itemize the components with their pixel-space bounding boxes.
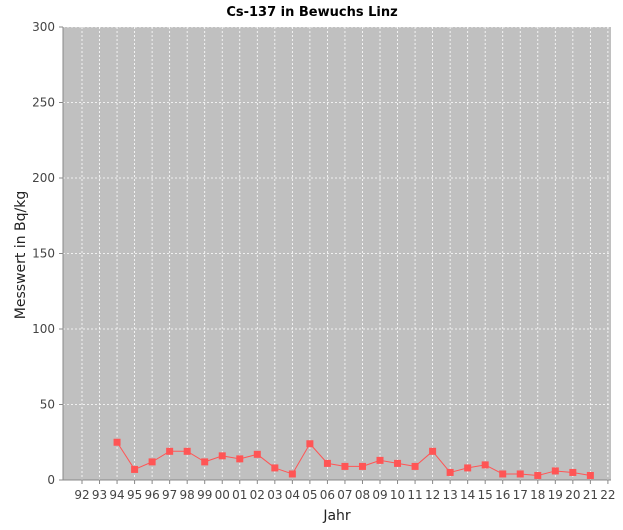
- x-tick-label: 18: [530, 488, 545, 502]
- data-point: [341, 462, 349, 470]
- axes: [59, 26, 611, 484]
- x-tick-label: 99: [197, 488, 212, 502]
- data-point: [358, 462, 366, 470]
- series-line-segment: [291, 443, 311, 475]
- y-tick-labels: 0 50 100 150 200 250 300: [32, 20, 55, 487]
- x-tick-label: 13: [442, 488, 457, 502]
- y-tick-label: 100: [32, 322, 55, 336]
- x-tick-label: 02: [250, 488, 265, 502]
- x-tick-labels: 92 93 94 95 96 97 98 99 00 01 02 03 04 05 06 07 08 09 10 11…: [74, 488, 615, 502]
- chart-title: Cs-137 in Bewuchs Linz: [226, 5, 397, 20]
- x-tick-label: 10: [390, 488, 405, 502]
- data-point: [516, 470, 524, 478]
- data-point: [183, 447, 191, 455]
- data-point: [306, 440, 314, 448]
- x-tick-label: 04: [285, 488, 300, 502]
- y-tick-label: 250: [32, 96, 55, 110]
- grid: [63, 26, 611, 480]
- data-point: [446, 468, 454, 476]
- x-tick-label: 17: [513, 488, 528, 502]
- data-point: [236, 455, 244, 463]
- x-tick-label: 19: [548, 488, 563, 502]
- y-tick-label: 50: [40, 398, 55, 412]
- x-tick-label: 06: [320, 488, 335, 502]
- y-tick-label: 300: [32, 20, 55, 34]
- x-tick-label: 08: [355, 488, 370, 502]
- y-tick-label: 200: [32, 171, 55, 185]
- data-point: [394, 459, 402, 467]
- data-point: [271, 464, 279, 472]
- data-point: [376, 456, 384, 464]
- data-point: [481, 461, 489, 469]
- x-tick-label: 07: [337, 488, 352, 502]
- x-tick-label: 11: [407, 488, 422, 502]
- data-point: [551, 467, 559, 475]
- data-point: [113, 438, 121, 446]
- x-tick-label: 95: [127, 488, 142, 502]
- x-tick-label: 20: [565, 488, 580, 502]
- x-tick-label: 01: [232, 488, 247, 502]
- data-point: [586, 471, 594, 479]
- x-tick-label: 16: [495, 488, 510, 502]
- data-point: [569, 468, 577, 476]
- data-series: [113, 438, 594, 479]
- x-tick-label: 00: [215, 488, 230, 502]
- series-line-segment: [116, 441, 136, 470]
- x-tick-label: 93: [92, 488, 107, 502]
- y-tick-label: 0: [47, 473, 55, 487]
- data-point: [166, 447, 174, 455]
- x-tick-label: 12: [425, 488, 440, 502]
- series-line-segment: [432, 450, 451, 473]
- y-tick-label: 150: [32, 247, 55, 261]
- x-tick-label: 92: [74, 488, 89, 502]
- x-tick-label: 15: [478, 488, 493, 502]
- data-point: [148, 458, 156, 466]
- x-tick-label: 96: [144, 488, 159, 502]
- data-point: [323, 459, 331, 467]
- x-tick-label: 94: [109, 488, 124, 502]
- data-point: [429, 447, 437, 455]
- x-tick-label: 03: [267, 488, 282, 502]
- x-tick-label: 14: [460, 488, 475, 502]
- data-point: [201, 458, 209, 466]
- data-point: [499, 470, 507, 478]
- x-tick-label: 22: [600, 488, 615, 502]
- data-point: [131, 465, 139, 473]
- x-tick-label: 05: [302, 488, 317, 502]
- data-point: [218, 452, 226, 460]
- x-axis-label: Jahr: [322, 508, 351, 524]
- data-point: [464, 464, 472, 472]
- data-point: [253, 450, 261, 458]
- x-tick-label: 98: [180, 488, 195, 502]
- x-tick-label: 21: [583, 488, 598, 502]
- data-point: [534, 471, 542, 479]
- data-point: [411, 462, 419, 470]
- x-tick-label: 09: [372, 488, 387, 502]
- data-point: [288, 470, 296, 478]
- y-axis-label: Messwert in Bq/kg: [13, 191, 29, 319]
- x-tick-label: 97: [162, 488, 177, 502]
